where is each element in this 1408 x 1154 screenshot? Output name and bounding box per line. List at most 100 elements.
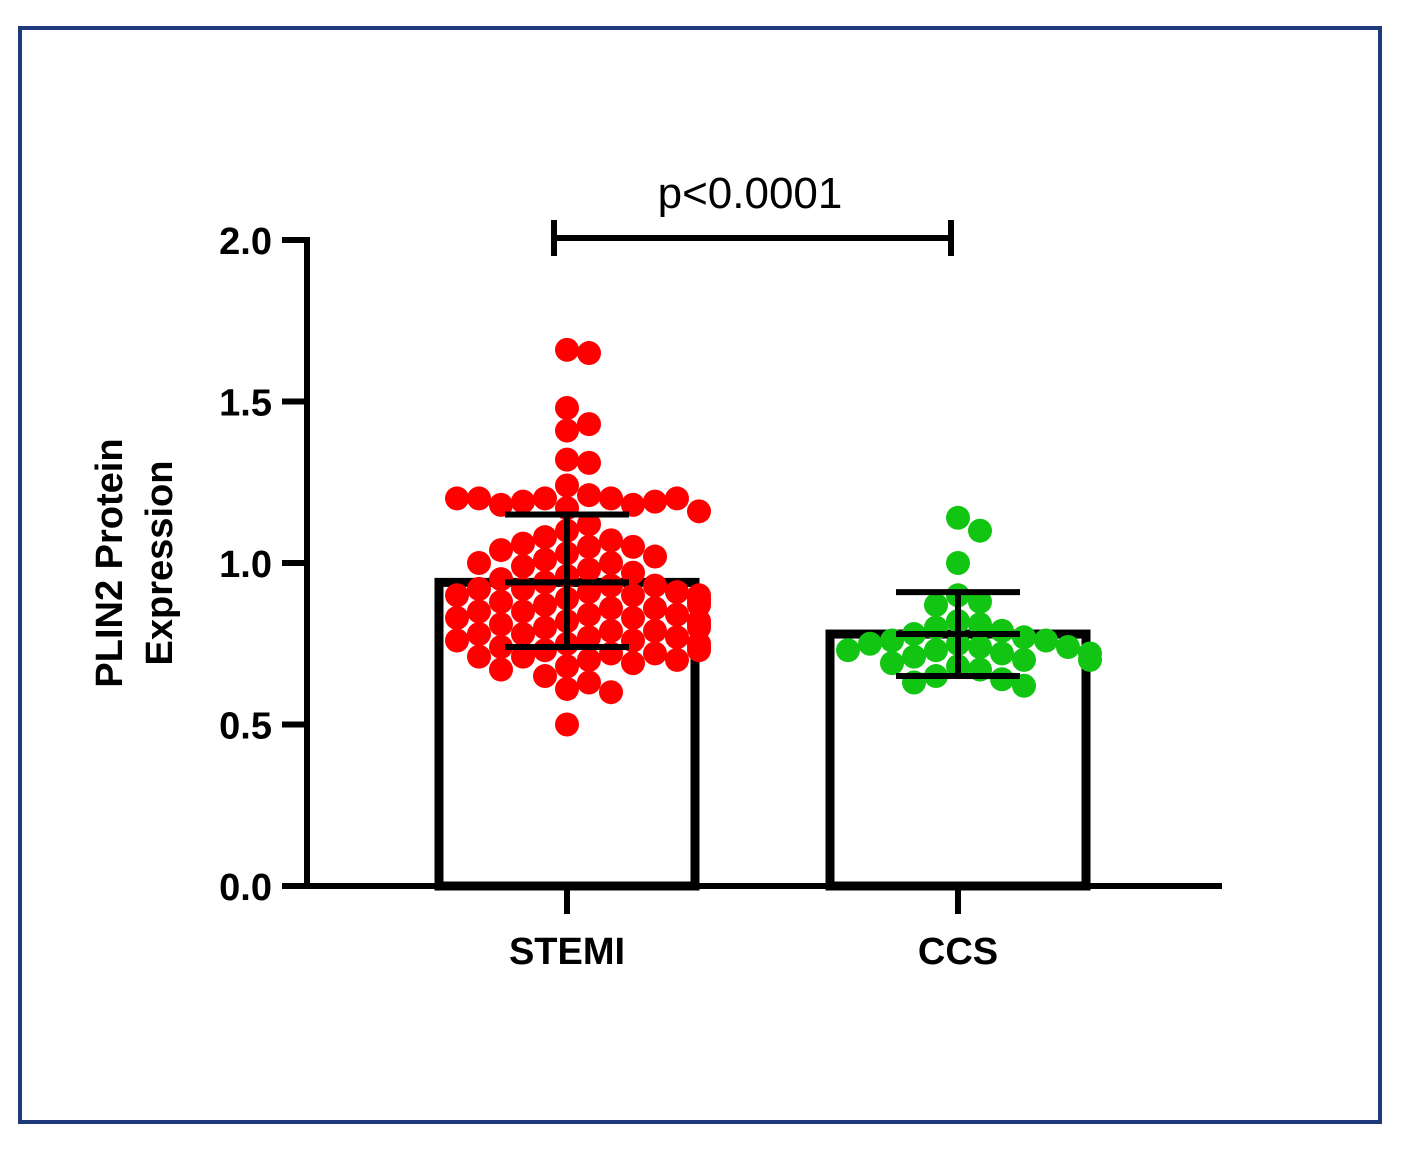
point-stemi-84 (511, 644, 535, 669)
point-stemi-75 (445, 628, 469, 653)
point-stemi-32 (467, 551, 491, 575)
point-ccs-11 (1012, 625, 1036, 650)
point-stemi-37 (489, 567, 513, 592)
point-stemi-86 (577, 647, 601, 672)
point-stemi-31 (599, 551, 623, 575)
x-tick-label-ccs: CCS (918, 931, 998, 973)
point-stemi-20 (577, 512, 601, 537)
y-tick-label: 2.0 (219, 221, 272, 263)
point-stemi-17 (445, 486, 469, 511)
point-ccs-2 (946, 551, 970, 575)
y-tick-label: 0.0 (219, 867, 272, 909)
point-ccs-31 (1012, 673, 1036, 698)
point-stemi-91 (533, 664, 557, 689)
point-stemi-45 (621, 583, 645, 608)
point-stemi-46 (445, 583, 469, 608)
point-stemi-50 (489, 589, 513, 614)
point-stemi-6 (577, 450, 601, 475)
point-ccs-5 (924, 592, 948, 617)
point-stemi-70 (511, 622, 535, 647)
axes-layer (282, 220, 1222, 914)
point-stemi-1 (577, 341, 601, 366)
point-stemi-81 (687, 638, 711, 663)
point-ccs-7 (968, 612, 992, 637)
point-stemi-69 (643, 618, 667, 643)
point-stemi-43 (577, 580, 601, 605)
point-stemi-93 (555, 676, 579, 701)
point-stemi-56 (511, 599, 535, 624)
point-stemi-61 (445, 605, 469, 630)
y-axis-label-line: Expression (139, 461, 181, 666)
point-ccs-0 (946, 505, 970, 530)
point-ccs-13 (1034, 628, 1058, 653)
point-stemi-57 (467, 599, 491, 624)
point-stemi-2 (555, 395, 579, 420)
point-stemi-23 (599, 528, 623, 553)
point-stemi-12 (621, 492, 645, 517)
y-axis-label: PLIN2 Protein Expression (89, 438, 181, 687)
point-ccs-24 (1078, 647, 1102, 672)
point-stemi-7 (555, 473, 579, 498)
point-ccs-1 (968, 518, 992, 543)
point-stemi-80 (533, 638, 557, 663)
point-ccs-9 (990, 618, 1014, 643)
point-stemi-11 (511, 489, 535, 514)
point-stemi-33 (511, 554, 535, 579)
point-ccs-18 (924, 638, 948, 663)
point-ccs-20 (990, 641, 1014, 666)
point-ccs-15 (858, 631, 882, 656)
x-tick-label-stemi: STEMI (509, 931, 625, 973)
point-stemi-83 (643, 641, 667, 666)
error-bar-ccs (896, 589, 1020, 680)
point-stemi-44 (665, 580, 689, 605)
point-stemi-8 (577, 483, 601, 508)
point-stemi-19 (687, 499, 711, 524)
point-stemi-3 (577, 412, 601, 437)
point-stemi-15 (467, 486, 491, 511)
point-stemi-55 (643, 596, 667, 621)
point-stemi-14 (643, 489, 667, 514)
y-tick-label: 0.5 (219, 706, 272, 748)
point-ccs-29 (990, 667, 1014, 692)
point-stemi-35 (621, 560, 645, 585)
point-stemi-59 (665, 602, 689, 627)
point-ccs-4 (968, 589, 992, 614)
point-stemi-71 (467, 622, 491, 647)
point-stemi-10 (599, 486, 623, 511)
point-stemi-40 (643, 573, 667, 598)
point-stemi-66 (533, 615, 557, 640)
point-stemi-27 (489, 538, 513, 563)
point-stemi-9 (533, 486, 557, 511)
y-tick-label: 1.5 (219, 383, 272, 425)
error-bar-stemi (505, 511, 629, 650)
point-stemi-54 (599, 596, 623, 621)
figure-frame (18, 26, 1382, 1124)
point-stemi-13 (489, 492, 513, 517)
error-bars-layer (505, 511, 1020, 680)
point-stemi-95 (555, 712, 579, 737)
point-stemi-58 (577, 602, 601, 627)
point-stemi-30 (533, 547, 557, 572)
point-stemi-92 (577, 670, 601, 695)
point-stemi-26 (621, 534, 645, 559)
point-stemi-25 (577, 534, 601, 559)
point-ccs-16 (968, 634, 992, 659)
point-ccs-17 (1056, 634, 1080, 659)
point-stemi-89 (555, 654, 579, 679)
point-stemi-24 (511, 531, 535, 556)
point-stemi-87 (665, 647, 689, 672)
p-value-annotation: p<0.0001 (658, 169, 843, 218)
point-stemi-16 (665, 486, 689, 511)
point-stemi-52 (533, 592, 557, 617)
point-ccs-23 (1012, 647, 1036, 672)
point-stemi-39 (599, 573, 623, 598)
y-axis-label-line: PLIN2 Protein (89, 438, 131, 687)
point-stemi-73 (665, 625, 689, 650)
point-stemi-68 (599, 618, 623, 643)
y-tick-label: 1.0 (219, 544, 272, 586)
point-stemi-0 (555, 337, 579, 362)
point-stemi-22 (533, 525, 557, 550)
point-ccs-25 (880, 651, 904, 676)
point-stemi-72 (577, 625, 601, 650)
